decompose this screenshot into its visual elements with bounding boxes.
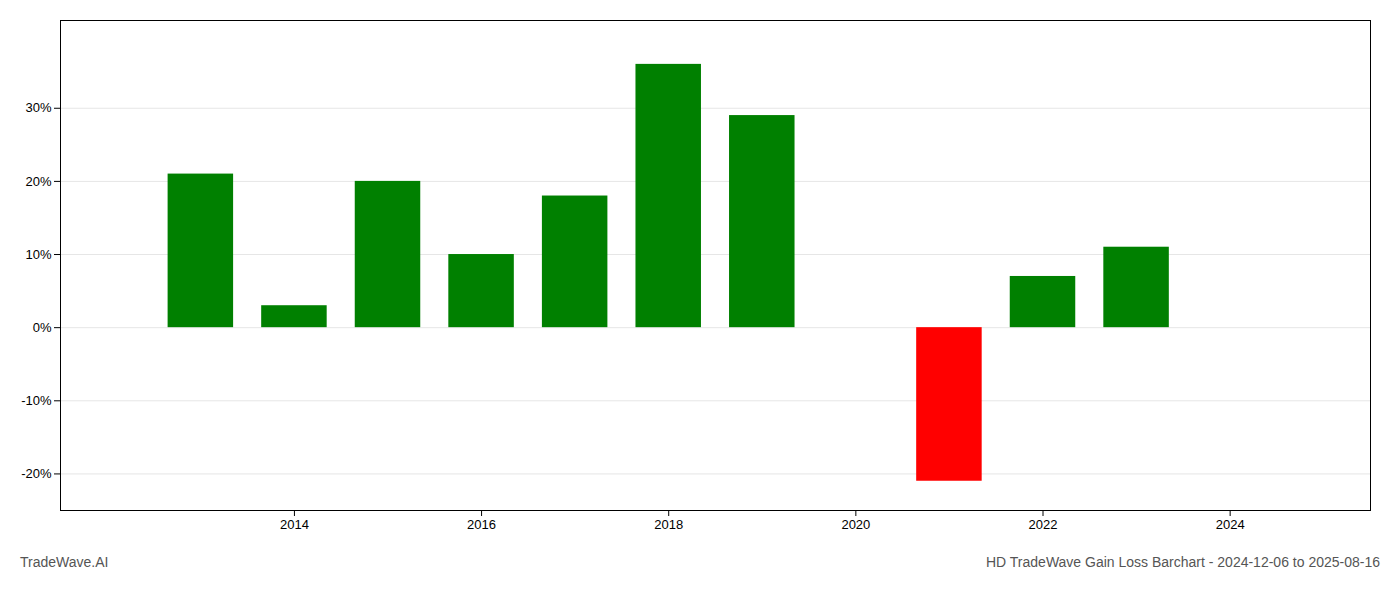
svg-text:20%: 20% — [25, 174, 51, 189]
svg-text:2016: 2016 — [467, 517, 496, 532]
svg-text:10%: 10% — [25, 247, 51, 262]
svg-text:2018: 2018 — [654, 517, 683, 532]
html-text:HD TradeWave Gain Loss Barchar: HD TradeWave Gain Loss Barchart - 2024-1… — [986, 554, 1380, 570]
svg-text:-20%: -20% — [21, 466, 52, 481]
svg-text:2022: 2022 — [1029, 517, 1058, 532]
svg-text:30%: 30% — [25, 100, 51, 115]
svg-text:2024: 2024 — [1216, 517, 1245, 532]
svg-text:0%: 0% — [33, 320, 52, 335]
html-text:TradeWave.AI: TradeWave.AI — [20, 554, 109, 570]
svg-text:2020: 2020 — [841, 517, 870, 532]
svg-text:2014: 2014 — [280, 517, 309, 532]
svg-text:-10%: -10% — [21, 393, 52, 408]
